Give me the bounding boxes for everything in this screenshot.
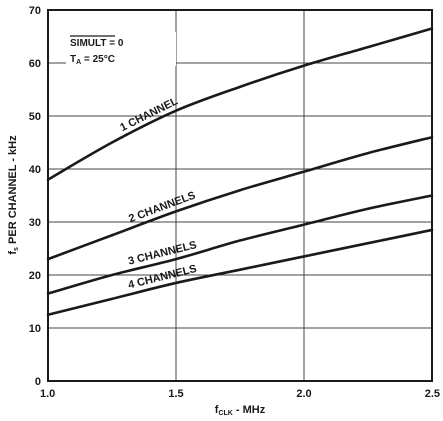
y-tick-label: 30 [29,217,41,229]
x-tick-label: 2.5 [425,388,440,400]
y-tick-label: 10 [29,323,41,335]
x-tick-label: 1.5 [168,388,183,400]
ta-label: T [70,54,76,65]
series-line [46,27,434,181]
y-axis-title-main: f [7,251,19,255]
y-tick-label: 70 [29,5,41,17]
x-axis-title: fCLK - MHz [215,404,266,417]
x-tick-label: 1.0 [40,388,55,400]
ta-value: = 25°C [81,54,115,65]
y-tick-label: 60 [29,58,41,70]
series-label-group: 1 CHANNEL [118,95,180,134]
simult-annotation: SIMULT = 0 [70,38,124,49]
x-tick-label: 2.0 [296,388,311,400]
y-axis-title-subscript: s [13,247,20,251]
condition-annotation: SIMULT = 0 TA = 25°C [66,32,176,66]
y-tick-label: 50 [29,111,41,123]
series-line [46,228,434,317]
curve-layer [46,27,434,317]
series-label: 1 CHANNEL [118,95,180,134]
y-tick-label: 40 [29,164,41,176]
annotation-background [66,32,176,66]
tick-label-layer: 0 10 20 30 40 50 60 70 1.0 1.5 2.0 2.5 [29,5,440,400]
simult-value: = 0 [106,38,123,49]
series-line [46,194,434,295]
x-axis-title-suffix: - MHz [233,404,266,416]
x-axis-title-subscript: CLK [218,410,232,417]
temperature-annotation: TA = 25°C [70,54,115,66]
x-axis-title-main: f [215,404,219,416]
series-line [46,135,434,261]
y-axis-title-suffix: PER CHANNEL - kHz [7,135,19,247]
y-tick-label: 20 [29,270,41,282]
y-tick-label: 0 [35,376,41,388]
y-axis-title: fs PER CHANNEL - kHz [7,135,20,255]
simult-label: SIMULT [70,38,106,49]
ta-subscript: A [76,59,81,66]
